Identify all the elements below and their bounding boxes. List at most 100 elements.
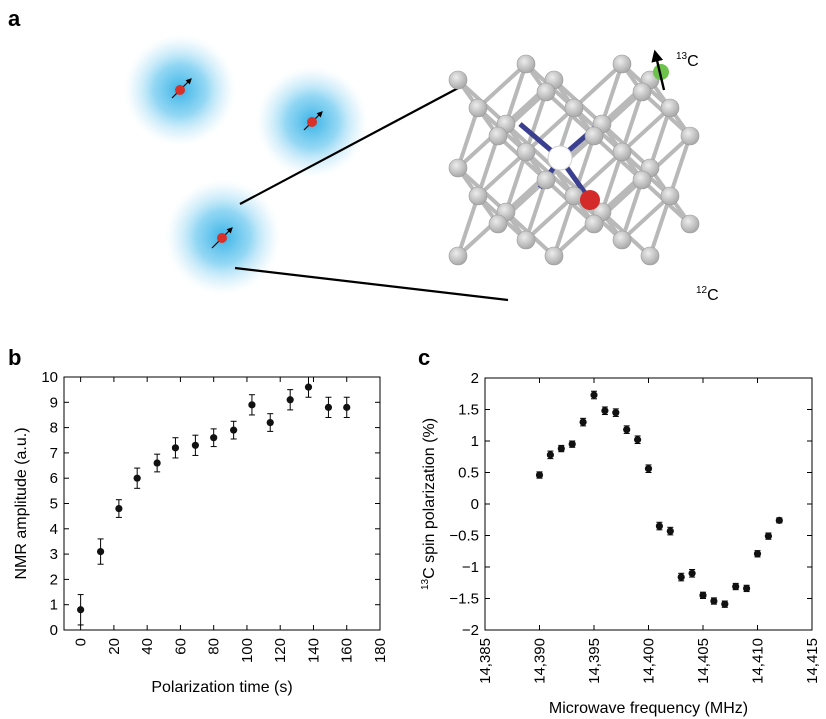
x-tick-label: 14,405 [695, 638, 712, 684]
zoom-line-top [239, 85, 463, 205]
data-point [590, 391, 598, 399]
lattice-atom [536, 170, 556, 190]
y-tick-label: 1 [471, 433, 479, 450]
y-tick-label: 0.5 [458, 465, 479, 482]
lattice-bond [620, 194, 672, 242]
data-point [743, 584, 751, 593]
data-point [248, 401, 256, 409]
lattice-atom [660, 98, 680, 118]
c12-label-main: C [707, 287, 719, 304]
data-point [191, 441, 199, 449]
lattice-bond [600, 151, 624, 213]
data-point [115, 504, 123, 513]
y-tick-label: 2 [471, 370, 479, 387]
data-point [568, 440, 576, 448]
data-point [535, 471, 544, 479]
y-tick-label: 0 [471, 496, 479, 513]
x-tick-label: 0 [73, 638, 90, 646]
x-axis-label: Polarization time (s) [151, 679, 292, 696]
lattice-atom [612, 142, 632, 162]
plot-frame [63, 376, 381, 631]
data-point [266, 418, 274, 427]
lattice-bond [620, 91, 644, 153]
lattice-bond [524, 179, 548, 241]
data-point [96, 547, 105, 556]
y-tick-label: 4 [50, 521, 58, 538]
y-tick-label: 5 [50, 496, 58, 513]
data-point [623, 426, 631, 434]
data-point [557, 444, 565, 453]
lattice-bond [552, 195, 576, 257]
y-tick-label: 0 [50, 622, 58, 639]
x-tick-label: 14,415 [804, 638, 821, 684]
y-tick-label: −2 [462, 622, 479, 639]
lattice-bond [504, 151, 528, 213]
x-tick-label: 120 [272, 638, 289, 663]
y-axis-label-sup: 13 [420, 578, 431, 590]
lattice-bond [620, 179, 644, 241]
data-point [710, 597, 718, 605]
data-point [286, 396, 294, 404]
nitrogen-atom [580, 190, 600, 210]
lattice-atom [680, 126, 700, 146]
lattice-atom [584, 214, 604, 234]
data-point [601, 407, 609, 415]
data-point [133, 474, 141, 482]
lattice-atom [448, 246, 468, 266]
x-tick-label: 14,410 [750, 638, 767, 684]
y-tick-label: 1.5 [458, 402, 479, 419]
data-point [677, 573, 685, 581]
lattice-bond [456, 195, 480, 257]
lattice-atom [536, 82, 556, 102]
lattice-atoms [448, 54, 700, 266]
x-tick-label: 140 [305, 638, 322, 663]
chart-c: 14,385 14,390 14,395 14,400 14,405 14,410 14,4… [420, 370, 821, 717]
data-point [153, 459, 161, 467]
data-point [688, 569, 696, 577]
lattice-bond [668, 135, 692, 197]
lattice-atom [544, 246, 564, 266]
x-tick-label: 14,395 [586, 638, 603, 684]
data-point [764, 532, 773, 540]
chart-b: 0 20 40 60 80 100 120 140 160 180 0 1 2 3 4 5 6 7 8 9 10 Pola… [13, 369, 389, 696]
data-point [666, 527, 674, 535]
lattice-atom [632, 82, 652, 102]
data-point [210, 434, 218, 442]
c13-label-main: C [687, 53, 699, 70]
y-axis-label: NMR amplitude (a.u.) [13, 427, 30, 579]
vacancy-site [547, 145, 573, 171]
data-point [775, 516, 783, 524]
data-point [612, 409, 620, 417]
lattice-bond [504, 63, 528, 125]
c12-label-text: 12C [696, 285, 719, 304]
c13-atom [653, 64, 669, 80]
panel-a-label: a [8, 6, 21, 31]
lattice-bond [600, 63, 624, 125]
data-point [77, 606, 85, 614]
x-tick-label: 14,390 [532, 638, 549, 684]
data-point [699, 591, 707, 599]
data-point [171, 444, 180, 452]
diamond-lattice [448, 49, 700, 266]
data-point [644, 465, 653, 473]
lattice-bond [572, 62, 624, 110]
panel-c-label: c [418, 345, 430, 370]
y-tick-label: 2 [50, 571, 58, 588]
lattice-atom [584, 126, 604, 146]
lattice-atom [612, 230, 632, 250]
y-tick-label: 10 [41, 369, 58, 386]
lattice-bond [476, 135, 500, 197]
plot-frame [484, 377, 813, 631]
lattice-bond [476, 150, 528, 198]
x-tick-label: 14,385 [477, 638, 494, 684]
data-point [579, 418, 587, 426]
lattice-atom [448, 70, 468, 90]
lattice-atom [640, 246, 660, 266]
lattice-atom [660, 186, 680, 206]
x-tick-label: 80 [206, 638, 223, 655]
lattice-atom [488, 214, 508, 234]
x-tick-label: 100 [239, 638, 256, 663]
data-point [304, 383, 313, 391]
y-tick-label: 1 [50, 597, 58, 614]
